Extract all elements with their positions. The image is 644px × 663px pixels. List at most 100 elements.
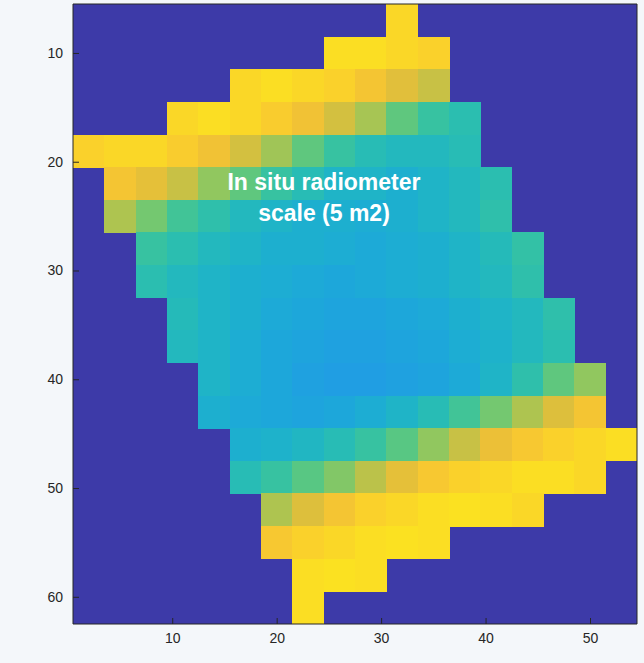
heat-cell (261, 69, 293, 102)
y-tick-mark (73, 162, 79, 163)
heat-cell (480, 396, 512, 429)
heat-cell (198, 330, 230, 363)
heat-cell (543, 396, 575, 429)
heat-cell (355, 330, 387, 363)
y-tick-label: 10 (47, 45, 63, 61)
y-tick-label: 30 (47, 262, 63, 278)
heat-cell (543, 461, 575, 494)
y-tick-mark (73, 53, 79, 54)
heat-cell (449, 461, 481, 494)
heat-cell (324, 135, 356, 168)
heat-cell (324, 396, 356, 429)
y-tick-label: 50 (47, 480, 63, 496)
heat-cell (355, 102, 387, 135)
frame-right (637, 4, 638, 624)
heat-cell (167, 298, 199, 331)
heat-cell (136, 167, 168, 200)
heat-cell (418, 330, 450, 363)
heat-cell (324, 493, 356, 526)
heat-cell (418, 232, 450, 265)
heat-cell (386, 4, 418, 37)
heat-cell (355, 428, 387, 461)
y-tick: 20 (47, 154, 79, 170)
heat-cell (73, 135, 105, 168)
heat-cell (449, 135, 481, 168)
heat-cell (198, 298, 230, 331)
y-tick-label: 60 (47, 589, 63, 605)
heat-cell (136, 232, 168, 265)
heat-cell (449, 200, 481, 233)
heat-cell (104, 200, 136, 233)
heat-cell (324, 526, 356, 559)
heat-cell (324, 461, 356, 494)
y-tick-label: 20 (47, 154, 63, 170)
heat-cell (512, 330, 544, 363)
heat-cell (198, 102, 230, 135)
x-axis-line (73, 624, 637, 625)
heat-cell (136, 135, 168, 168)
y-axis: 10 20 30 40 50 60 (47, 4, 79, 624)
heat-cell (606, 428, 637, 461)
heat-cell (292, 526, 324, 559)
heat-cell (574, 363, 606, 396)
plot-background (73, 4, 637, 624)
heat-cell (355, 135, 387, 168)
heat-cell (261, 363, 293, 396)
heat-cell (292, 363, 324, 396)
heat-cell (386, 200, 418, 233)
heat-cell (261, 330, 293, 363)
heat-cell (449, 396, 481, 429)
x-tick-mark (590, 618, 591, 624)
heat-cell (167, 102, 199, 135)
heat-cell (324, 428, 356, 461)
heat-cell (230, 265, 262, 298)
y-tick: 40 (47, 371, 79, 387)
heat-cell (480, 330, 512, 363)
heat-cell (418, 102, 450, 135)
heat-cell (480, 461, 512, 494)
heat-cell (543, 363, 575, 396)
heat-cell (480, 167, 512, 200)
heat-cell (512, 363, 544, 396)
heat-cell (355, 396, 387, 429)
heat-cell (230, 396, 262, 429)
heat-cell (386, 102, 418, 135)
heat-cell (449, 167, 481, 200)
heat-cell (230, 135, 262, 168)
y-tick-mark (73, 379, 79, 380)
heat-cell (292, 232, 324, 265)
x-tick-mark (486, 618, 487, 624)
heat-cell (261, 526, 293, 559)
heat-cell (292, 493, 324, 526)
heat-cell (292, 69, 324, 102)
heat-cell (449, 265, 481, 298)
heat-cell (261, 298, 293, 331)
heat-cell (355, 69, 387, 102)
heat-cell (167, 200, 199, 233)
heat-cell (324, 232, 356, 265)
heat-cell (512, 298, 544, 331)
heat-cell (104, 167, 136, 200)
heat-cell (292, 330, 324, 363)
heat-cell (292, 428, 324, 461)
y-tick: 10 (47, 45, 79, 61)
heat-cell (355, 298, 387, 331)
heat-cell (230, 330, 262, 363)
heat-cell (355, 265, 387, 298)
heat-cell (543, 298, 575, 331)
annotation-line: In situ radiometer (227, 169, 420, 195)
x-tick: 50 (583, 618, 599, 646)
heat-cell (418, 37, 450, 70)
heat-cell (449, 428, 481, 461)
heat-cell (230, 428, 262, 461)
heat-cell (167, 135, 199, 168)
heat-cell (355, 559, 387, 592)
heat-cell (230, 102, 262, 135)
heat-cell (198, 363, 230, 396)
heat-cell (574, 428, 606, 461)
heat-cell (386, 69, 418, 102)
heat-cell (386, 493, 418, 526)
heat-cell (418, 167, 450, 200)
heat-cell (261, 461, 293, 494)
heat-cell (355, 37, 387, 70)
